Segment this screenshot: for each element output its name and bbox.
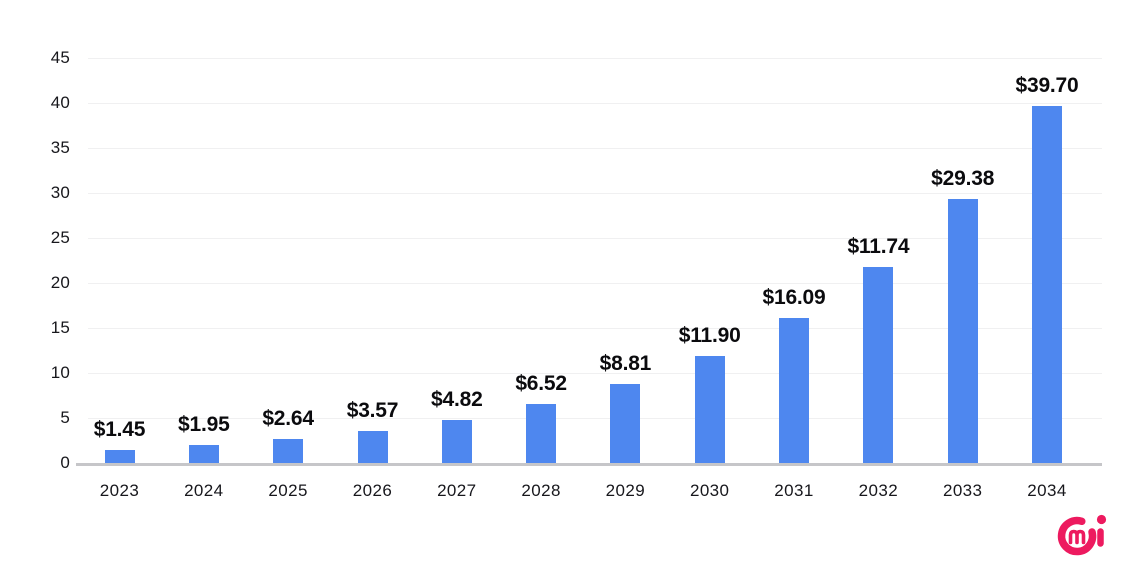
bar-2027 (441, 419, 472, 463)
y-tick-label: 25 (50, 228, 70, 247)
bar-2029 (610, 383, 641, 463)
y-tick-label: 15 (50, 318, 70, 337)
bar-2026 (357, 430, 388, 463)
x-tick-label: 2025 (268, 481, 308, 500)
y-tick-label: 35 (50, 138, 70, 157)
x-tick-label: 2032 (858, 481, 899, 500)
bar-2025 (273, 439, 304, 463)
bar-value-label: $6.52 (515, 372, 567, 396)
bar-value-label: $8.81 (599, 351, 652, 375)
x-axis-line (76, 463, 1102, 466)
bar-value-label: $2.64 (262, 407, 314, 431)
bar-value-label: $4.82 (431, 387, 483, 411)
logo-m-glyph (1068, 529, 1086, 545)
x-tick-label: 2031 (774, 481, 814, 500)
bar-2032 (863, 267, 894, 463)
x-tick-label: 2029 (605, 481, 646, 500)
bar-value-label: $11.74 (847, 235, 910, 259)
x-tick-label: 2027 (437, 481, 477, 500)
x-tick-label: 2028 (521, 481, 561, 500)
x-tick-label: 2033 (942, 481, 983, 500)
x-tick-label: 2030 (689, 481, 730, 500)
y-tick-label: 20 (50, 273, 70, 292)
gridline-25 (88, 238, 1102, 239)
bar-value-label: $29.38 (931, 166, 995, 190)
bar-value-label: $3.57 (346, 398, 399, 422)
gridline-45 (88, 58, 1102, 59)
y-tick-label: 45 (50, 48, 70, 67)
gridline-35 (88, 148, 1102, 149)
logo-i-dot (1096, 514, 1107, 525)
x-tick-label: 2034 (1027, 481, 1067, 500)
bar-value-label: $1.45 (93, 417, 146, 441)
gridline-10 (88, 373, 1102, 374)
bar-value-label: $39.70 (1015, 73, 1079, 97)
y-tick-label: 40 (50, 93, 70, 112)
bar-2024 (188, 445, 219, 463)
x-tick-label: 2023 (99, 481, 140, 500)
cmi-logo (1057, 514, 1107, 556)
bar-2023 (104, 449, 135, 463)
bar-value-label: $16.09 (762, 286, 826, 310)
bar-2031 (779, 318, 809, 463)
x-tick-label: 2026 (352, 481, 393, 500)
y-tick-label: 5 (60, 408, 70, 427)
gridline-15 (88, 328, 1102, 329)
gridline-5 (88, 418, 1102, 419)
y-tick-label: 10 (50, 363, 70, 382)
gridline-30 (88, 193, 1102, 194)
logo-c-arc (1057, 516, 1097, 556)
x-tick-label: 2024 (184, 481, 224, 500)
y-tick-label: 30 (50, 183, 70, 202)
bar-2030 (694, 355, 725, 463)
y-tick-label: 0 (60, 453, 70, 472)
bar-2033 (947, 198, 978, 463)
bar-value-label: $1.95 (178, 413, 230, 437)
bar-value-label: $11.90 (678, 323, 741, 347)
bar-2034 (1032, 105, 1062, 463)
bar-2028 (526, 404, 557, 463)
gridline-20 (88, 283, 1102, 284)
gridline-40 (88, 103, 1102, 104)
